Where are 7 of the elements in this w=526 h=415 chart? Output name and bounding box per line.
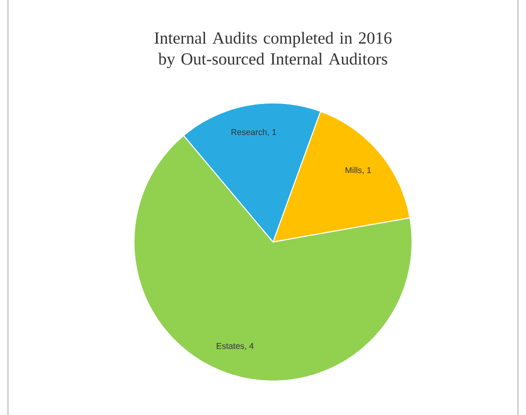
chart-title: Internal Audits completed in 2016 by Out-sourced Internal Auditors [154, 32, 392, 68]
data-label: , 1 [268, 129, 276, 136]
data-label: , 1 [362, 167, 371, 174]
data-label: , 4 [245, 343, 254, 350]
slice-label: Research [232, 128, 267, 136]
slice-label: Estates [216, 343, 244, 349]
slice-label: Mills [346, 166, 362, 174]
